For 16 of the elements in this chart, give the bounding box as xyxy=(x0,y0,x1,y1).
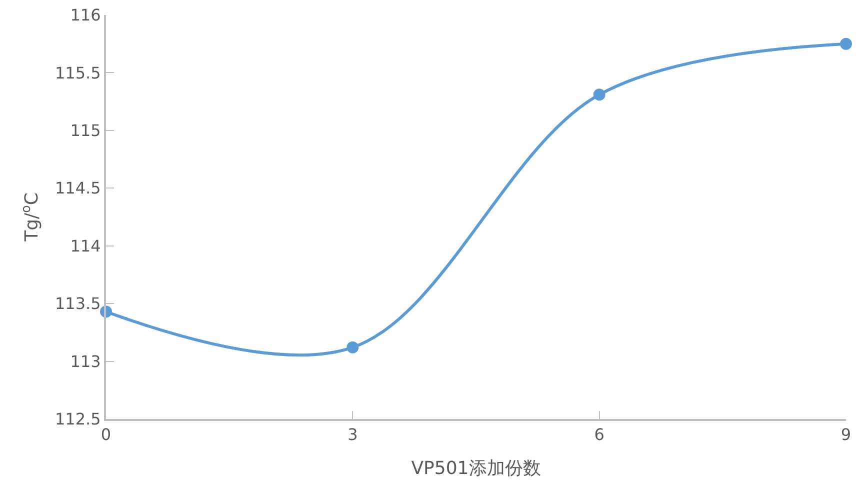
point xyxy=(346,341,359,354)
y-tick-label: 112.5 xyxy=(54,410,101,429)
y-tick-label: 114.5 xyxy=(54,178,101,198)
x-tick-label: 3 xyxy=(348,425,358,444)
y-tick-label: 113 xyxy=(70,352,101,371)
y-tick-label: 115 xyxy=(70,121,101,140)
y-tick-label: 116 xyxy=(70,6,101,25)
y-tick-label: 113.5 xyxy=(54,294,101,314)
point xyxy=(840,38,852,50)
x-tick-label: 6 xyxy=(594,425,604,444)
y-tick-label: 114 xyxy=(70,236,101,256)
point xyxy=(593,88,606,101)
x-tick-label: 0 xyxy=(100,425,112,444)
y-tick-label: 115.5 xyxy=(54,63,101,82)
x-axis-title: VP501添加份数 xyxy=(411,458,541,479)
x-tick-label: 9 xyxy=(840,425,852,444)
